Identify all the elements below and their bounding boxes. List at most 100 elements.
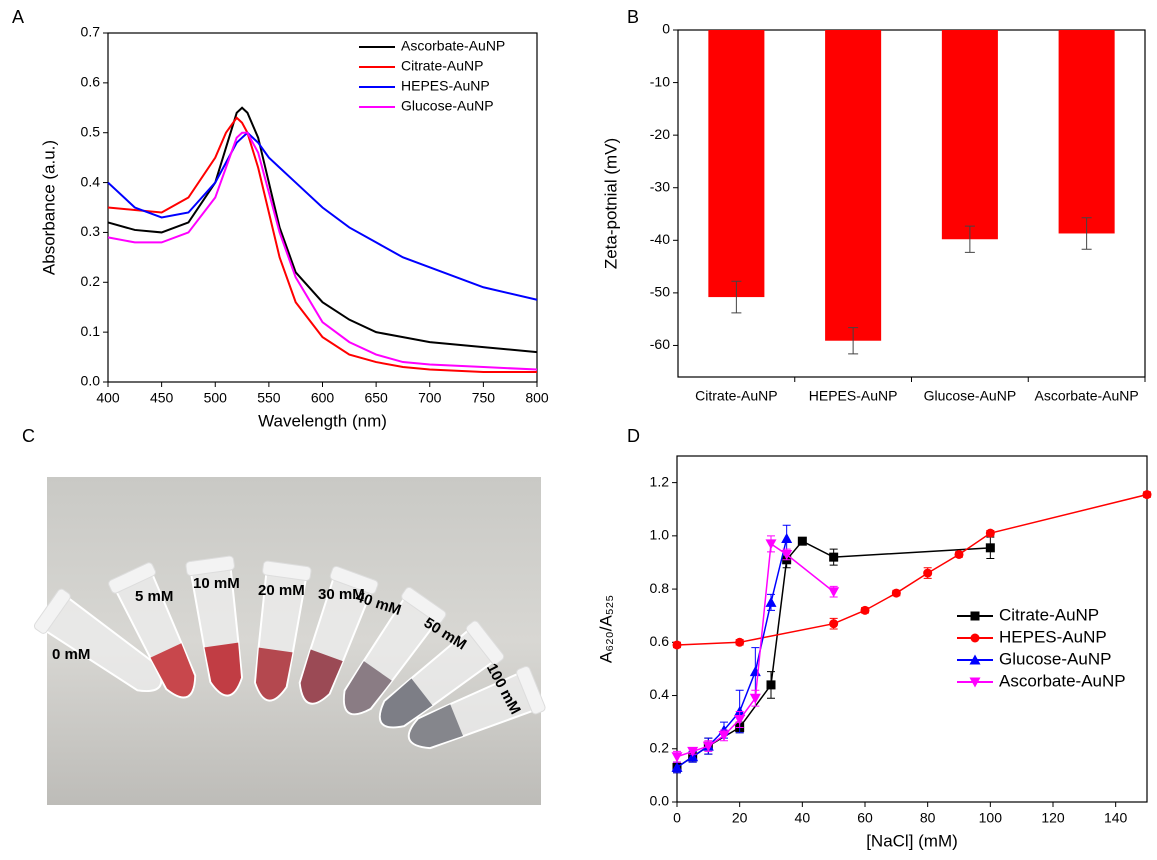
x-tick-label: 20	[732, 810, 748, 826]
y-tick-label: -40	[650, 231, 670, 247]
y-tick-label: -10	[650, 73, 670, 89]
tube-liquid	[380, 678, 433, 727]
y-tick-label: 0.2	[81, 273, 101, 289]
tube-cap	[465, 620, 505, 665]
error-bar	[731, 280, 742, 314]
series-line	[107, 131, 538, 301]
tube-cap	[516, 665, 546, 715]
panel-label: D	[627, 426, 640, 446]
x-tick-label: Ascorbate-AuNP	[1034, 388, 1138, 404]
tube-liquid	[255, 647, 293, 700]
panel-label: A	[12, 7, 24, 27]
point	[671, 752, 683, 763]
y-axis-label: Absorbance (a.u.)	[39, 140, 58, 275]
x-tick-label: 100	[979, 810, 1003, 826]
legend-label: Glucose-AuNP	[401, 98, 494, 114]
bar	[941, 30, 998, 240]
point	[891, 588, 901, 598]
point	[702, 741, 714, 752]
y-tick-label: 0.0	[650, 793, 670, 809]
y-axis-label: A₆₂₀/A₅₂₅	[596, 595, 615, 663]
point	[970, 611, 980, 621]
tube-cap	[108, 562, 156, 594]
series-line	[676, 538, 788, 769]
y-tick-label: -60	[650, 336, 670, 352]
tube-liquid	[409, 704, 464, 748]
y-tick-label: 1.2	[650, 473, 670, 489]
y-axis-label: Zeta-potnial (mV)	[601, 138, 620, 269]
point	[765, 539, 777, 550]
point	[985, 543, 995, 553]
legend-label: Ascorbate-AuNP	[999, 671, 1126, 690]
tube	[342, 586, 447, 716]
tube-cap	[401, 586, 447, 624]
tube	[407, 665, 546, 750]
point	[766, 680, 776, 690]
tube-liquid	[150, 643, 195, 697]
point	[781, 549, 793, 560]
point	[687, 746, 699, 757]
point	[735, 637, 745, 647]
y-tick-label: 0.1	[81, 323, 101, 339]
x-tick-label: 40	[795, 810, 811, 826]
point	[985, 528, 995, 538]
point	[734, 714, 746, 725]
x-tick-label: 450	[150, 390, 174, 406]
y-tick-label: 0.6	[650, 633, 670, 649]
bar	[1058, 30, 1115, 234]
y-tick-label: 0.8	[650, 580, 670, 596]
y-tick-label: 0	[662, 21, 670, 37]
tube-label: 20 mM	[258, 582, 305, 599]
panel-label: C	[22, 426, 35, 446]
legend-label: Citrate-AuNP	[401, 58, 483, 74]
point	[969, 677, 981, 688]
error-bar	[964, 225, 975, 253]
y-tick-label: 0.0	[81, 373, 101, 389]
tube-label: 10 mM	[193, 575, 240, 592]
legend-label: Citrate-AuNP	[999, 605, 1099, 624]
y-tick-label: 0.7	[81, 24, 101, 40]
x-tick-label: 700	[418, 390, 442, 406]
tube-cap	[329, 565, 379, 595]
series-line	[107, 116, 537, 374]
point	[860, 605, 870, 615]
x-tick-label: 120	[1041, 810, 1065, 826]
x-tick-label: 500	[204, 390, 228, 406]
x-tick-label: 0	[673, 810, 681, 826]
tube	[185, 555, 244, 697]
tube-cap	[33, 588, 71, 634]
point	[781, 533, 793, 544]
bar	[708, 30, 765, 298]
tube-label: 0 mM	[52, 646, 90, 663]
x-tick-label: 550	[257, 390, 281, 406]
point	[718, 730, 730, 741]
point	[970, 633, 980, 643]
panel-label: B	[627, 7, 639, 27]
tubes	[33, 555, 546, 750]
y-tick-label: 0.6	[81, 74, 101, 90]
tube	[253, 560, 312, 702]
point	[672, 640, 682, 650]
series-line	[107, 131, 538, 371]
tube-liquid	[344, 661, 392, 714]
error-bar	[1081, 217, 1092, 250]
x-tick-label: 600	[311, 390, 335, 406]
point	[671, 761, 683, 772]
x-tick-label: HEPES-AuNP	[809, 388, 898, 404]
legend-label: HEPES-AuNP	[999, 627, 1107, 646]
y-tick-label: -50	[650, 284, 670, 300]
x-axis-label: [NaCl] (mM)	[866, 831, 958, 850]
tube-label: 30 mM	[318, 586, 365, 603]
tube	[378, 620, 505, 729]
tube	[108, 562, 197, 699]
point	[765, 596, 777, 607]
tube-cap	[185, 555, 235, 577]
x-tick-label: Citrate-AuNP	[695, 388, 777, 404]
point	[828, 587, 840, 598]
tube-liquid	[204, 642, 242, 695]
tube-label: 5 mM	[135, 588, 173, 605]
x-tick-label: 140	[1104, 810, 1128, 826]
x-tick-label: 800	[525, 390, 549, 406]
x-tick-label: Glucose-AuNP	[924, 388, 1017, 404]
y-tick-label: -30	[650, 178, 670, 194]
